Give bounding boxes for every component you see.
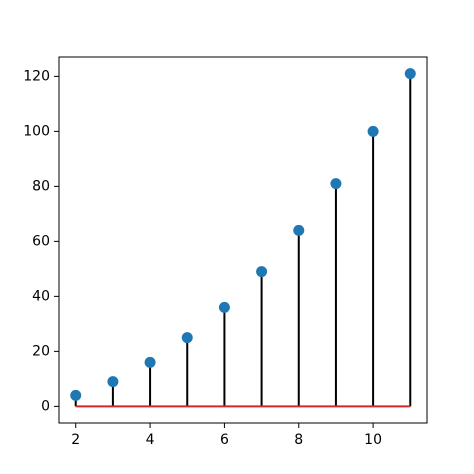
y-tick-label: 60 [32,233,50,249]
marker [404,68,416,80]
marker [181,332,193,344]
y-tick-label: 80 [32,178,50,194]
marker [144,356,156,368]
marker [107,376,119,388]
marker [256,266,268,278]
marker [330,178,342,190]
axes-frame [58,56,428,424]
x-tick-label: 8 [294,432,303,448]
x-tick-label: 2 [71,432,80,448]
marker [70,389,82,401]
y-tick-label: 100 [23,123,50,139]
marker [293,224,305,236]
y-tick-label: 40 [32,288,50,304]
marker [367,125,379,137]
x-tick-label: 10 [364,432,382,448]
x-tick-label: 6 [220,432,229,448]
y-tick-label: 0 [41,398,50,414]
marker [218,301,230,313]
y-tick-label: 120 [23,68,50,84]
x-tick-label: 4 [146,432,155,448]
y-tick-label: 20 [32,343,50,359]
